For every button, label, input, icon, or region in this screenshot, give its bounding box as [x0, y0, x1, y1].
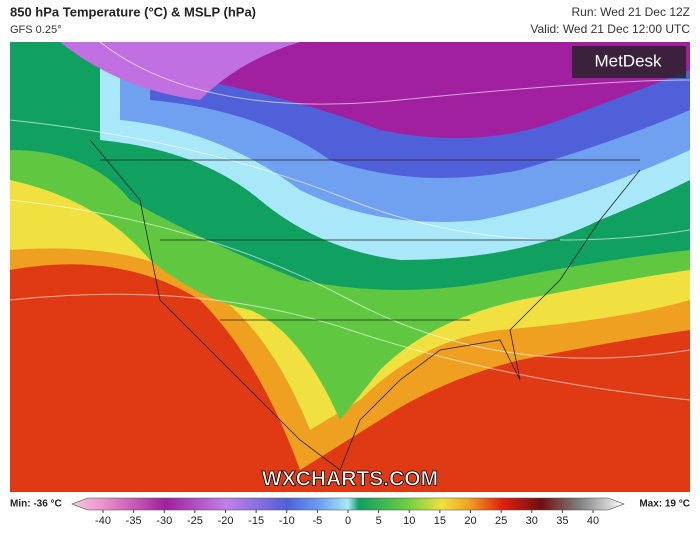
tick-label: 0: [345, 515, 351, 527]
model: GFS 0.25°: [10, 24, 61, 36]
tick-label: 35: [556, 515, 568, 527]
tick-label: -25: [187, 515, 203, 527]
tick-label: -35: [126, 515, 142, 527]
tick-label: -15: [248, 515, 264, 527]
tick-label: 25: [495, 515, 507, 527]
tick-label: 15: [434, 515, 446, 527]
legend-max: Max: 19 °C: [639, 499, 690, 510]
title: 850 hPa Temperature (°C) & MSLP (hPa): [10, 4, 256, 19]
tick-label: -30: [156, 515, 172, 527]
map: [10, 42, 690, 492]
tick-label: 5: [376, 515, 382, 527]
legend-min: Min: -36 °C: [10, 499, 62, 510]
tick-label: -5: [312, 515, 322, 527]
brand: MetDesk: [594, 51, 662, 70]
tick-label: -20: [218, 515, 234, 527]
color-bar: [71, 497, 625, 511]
tick-label: 20: [464, 515, 476, 527]
brand-box: [572, 46, 686, 78]
tick-label: -10: [279, 515, 295, 527]
tick-label: 40: [587, 515, 599, 527]
tick-label: 30: [526, 515, 538, 527]
watermark: WXCHARTS.COM: [262, 468, 438, 491]
run: Run: Wed 21 Dec 12Z: [571, 5, 690, 19]
tick-label: -40: [95, 515, 111, 527]
tick-label: 10: [403, 515, 415, 527]
valid: Valid: Wed 21 Dec 12:00 UTC: [530, 22, 690, 36]
